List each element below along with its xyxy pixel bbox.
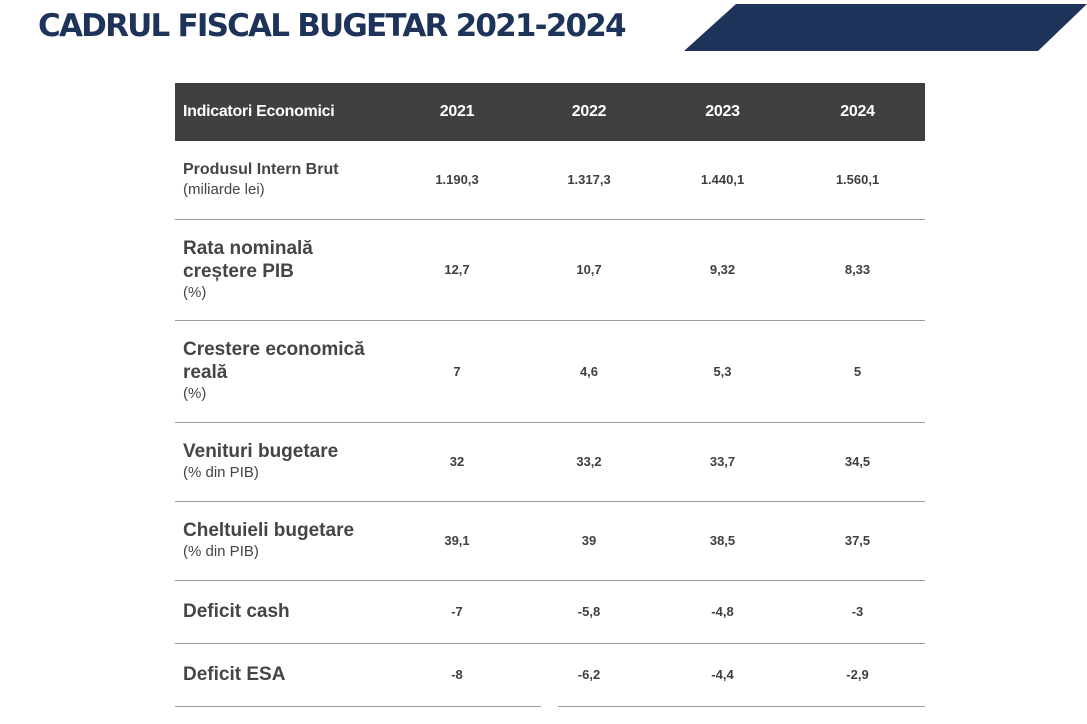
- table-cell: -8: [451, 666, 463, 682]
- row-label-text: Crestere economică: [183, 339, 365, 360]
- table-cell: 33,2: [523, 422, 655, 502]
- table-cell: 8,33: [790, 219, 925, 321]
- table-row: Venituri bugetare (% din PIB) 32 33,2 33…: [175, 422, 925, 502]
- table-row: Rata nominală creștere PIB (%) 12,7 10,7…: [175, 219, 925, 321]
- row-label-text: creștere PIB: [183, 260, 294, 282]
- table-cell: -4,8: [655, 580, 790, 644]
- table-bottom-rule-left: [175, 706, 541, 707]
- column-header-2024: 2024: [840, 103, 875, 120]
- table-cell: 33,7: [655, 422, 790, 502]
- table-row: Deficit ESA -8 -6,2 -4,4 -2,9: [175, 643, 925, 705]
- row-label-venituri: Venituri bugetare (% din PIB): [175, 422, 391, 502]
- table-row: Cheltuieli bugetare (% din PIB) 39,1 39 …: [175, 501, 925, 581]
- row-label-cheltuieli: Cheltuieli bugetare (% din PIB): [175, 501, 391, 581]
- table-row: Deficit cash -7 -5,8 -4,8 -3: [175, 580, 925, 644]
- table-row: Crestere economică reală (%) 7 4,6 5,3 5: [175, 320, 925, 423]
- row-label-text: reală: [183, 362, 228, 383]
- title-banner: [684, 4, 1087, 51]
- table-cell: 5: [790, 320, 925, 423]
- table-cell: 34,5: [790, 422, 925, 502]
- table-bottom-rule-right: [558, 706, 925, 707]
- table-cell: 1.317,3: [523, 141, 655, 220]
- table-row: Produsul Intern Brut (miliarde lei) 1.19…: [175, 141, 925, 220]
- table-cell: -6,2: [577, 666, 601, 682]
- row-label-text: Venituri bugetare: [183, 441, 339, 462]
- column-header-2022: 2022: [571, 103, 607, 120]
- page-title: CADRUL FISCAL BUGETAR 2021-2024: [38, 8, 627, 44]
- table-cell: 32: [391, 422, 523, 502]
- table-cell: 37,5: [790, 501, 925, 581]
- table-cell: 38,5: [655, 501, 790, 581]
- row-label-crestere-reala: Crestere economică reală (%): [175, 320, 391, 423]
- table-cell: 39,1: [391, 501, 523, 581]
- row-label-pib: Produsul Intern Brut (miliarde lei): [175, 141, 391, 220]
- row-label-unit: (%): [183, 283, 207, 301]
- column-header-2021: 2021: [439, 103, 475, 120]
- table-cell: 39: [523, 501, 655, 581]
- row-label-deficit-cash: Deficit cash: [175, 580, 391, 644]
- row-label-text: Cheltuieli bugetare: [183, 520, 355, 541]
- column-header-2023: 2023: [705, 103, 740, 120]
- row-label-unit: (%): [183, 385, 207, 402]
- row-label-unit: (miliarde lei): [183, 180, 265, 198]
- table-cell: 7: [391, 320, 523, 423]
- table-cell: 5,3: [655, 320, 790, 423]
- row-label-unit: (% din PIB): [183, 464, 259, 481]
- row-label-text: Rata nominală: [183, 237, 313, 259]
- row-label-text: Deficit cash: [183, 601, 290, 622]
- row-label-unit: (% din PIB): [183, 543, 259, 560]
- table-cell: 1.440,1: [655, 141, 790, 220]
- table-cell: -5,8: [523, 580, 655, 644]
- table-cell: -3: [790, 580, 925, 644]
- row-label-text: Deficit ESA: [183, 663, 286, 685]
- table-cell: 9,32: [655, 219, 790, 321]
- table-cell: -7: [391, 580, 523, 644]
- table-cell: -4,4: [711, 666, 734, 682]
- table-cell: 1.560,1: [790, 141, 925, 220]
- table-header-row: Indicatori Economici 2021 2022 2023 2024: [175, 83, 925, 141]
- table-cell: -2,9: [846, 666, 869, 682]
- row-label-deficit-esa: Deficit ESA: [175, 643, 391, 705]
- table-cell: 4,6: [523, 320, 655, 423]
- row-label-text: Produsul Intern Brut: [183, 160, 339, 178]
- fiscal-table: Indicatori Economici 2021 2022 2023 2024…: [175, 83, 925, 705]
- table-cell: 10,7: [523, 219, 655, 321]
- table-cell: 12,7: [391, 219, 523, 321]
- table-cell: 1.190,3: [391, 141, 523, 220]
- row-label-rata-nominala: Rata nominală creștere PIB (%): [175, 219, 391, 321]
- column-header-indicators: Indicatori Economici: [183, 103, 335, 120]
